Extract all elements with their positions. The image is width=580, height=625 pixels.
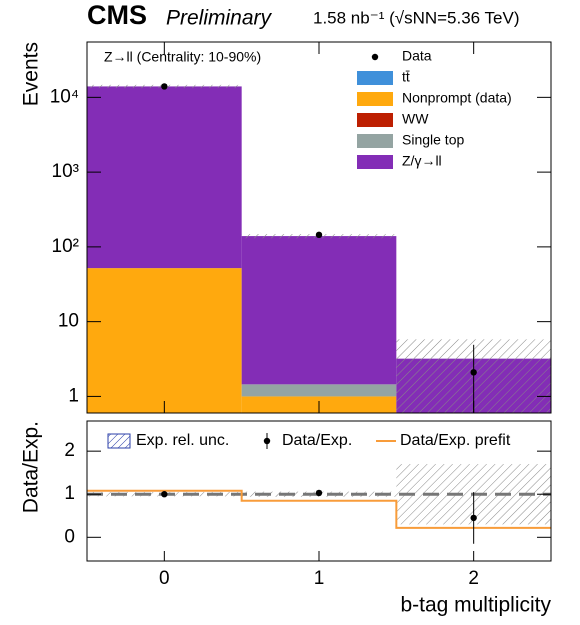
y-tick-label: 10² bbox=[52, 236, 79, 257]
stack-bar bbox=[241, 384, 397, 397]
legend-swatch bbox=[107, 433, 131, 449]
lumi-label: 1.58 nb⁻¹ (√sNN=5.36 TeV) bbox=[313, 8, 520, 27]
prefit-line bbox=[87, 489, 551, 529]
ratio-point bbox=[161, 491, 168, 498]
legend-swatch bbox=[357, 134, 393, 148]
data-point bbox=[161, 83, 168, 90]
y-tick-label: 10⁴ bbox=[50, 86, 79, 107]
cms-sublabel: Preliminary bbox=[166, 7, 273, 30]
legend-swatch bbox=[357, 113, 393, 127]
cms-label: CMS bbox=[87, 0, 147, 30]
legend-label: Data/Exp. bbox=[282, 432, 352, 449]
main-plot bbox=[87, 83, 551, 413]
data-point bbox=[315, 231, 323, 239]
legend-label: WW bbox=[402, 111, 429, 127]
legend-swatch bbox=[357, 92, 393, 106]
ratio-plot bbox=[87, 464, 551, 544]
x-tick-label: 2 bbox=[468, 568, 479, 589]
legend-swatch bbox=[357, 71, 393, 85]
legend-label: Data/Exp. prefit bbox=[400, 432, 511, 449]
legend-label: Single top bbox=[402, 132, 464, 148]
y-tick-label: 10³ bbox=[52, 161, 79, 182]
x-tick-label: 0 bbox=[159, 568, 170, 589]
ratio-point bbox=[470, 514, 477, 522]
y-tick-label: 2 bbox=[64, 440, 75, 461]
annotation: Z→ll (Centrality: 10-90%) bbox=[104, 49, 261, 65]
y-axis-label: Events bbox=[20, 42, 43, 106]
legend-marker bbox=[263, 437, 271, 445]
data-point bbox=[470, 369, 477, 376]
x-axis-label: b-tag multiplicity bbox=[400, 594, 551, 617]
y-tick-label: 1 bbox=[68, 385, 79, 406]
legend-label: Z/γ→ll bbox=[402, 153, 442, 169]
legend-swatch bbox=[357, 155, 393, 169]
stack-bar bbox=[87, 86, 242, 269]
legend-label: Exp. rel. unc. bbox=[136, 432, 229, 449]
ratio-y-axis-label: Data/Exp. bbox=[20, 421, 43, 513]
y-tick-label: 1 bbox=[64, 483, 75, 504]
legend-label: Data bbox=[402, 48, 432, 64]
ratio-point bbox=[315, 489, 323, 497]
legend-label: tt̄ bbox=[402, 69, 410, 85]
y-tick-label: 0 bbox=[64, 526, 75, 547]
x-tick-label: 1 bbox=[314, 568, 325, 589]
legend-label: Nonprompt (data) bbox=[402, 90, 512, 106]
legend-marker bbox=[371, 53, 379, 61]
y-tick-label: 10 bbox=[58, 311, 79, 332]
stack-bar bbox=[241, 236, 397, 385]
stack-bar bbox=[87, 268, 242, 413]
